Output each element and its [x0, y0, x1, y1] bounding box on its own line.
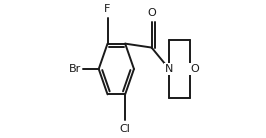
Text: O: O: [147, 8, 156, 18]
Text: Cl: Cl: [120, 124, 131, 134]
Text: F: F: [104, 4, 111, 14]
Text: O: O: [190, 64, 199, 74]
Text: N: N: [165, 64, 173, 74]
Text: Br: Br: [69, 64, 81, 74]
